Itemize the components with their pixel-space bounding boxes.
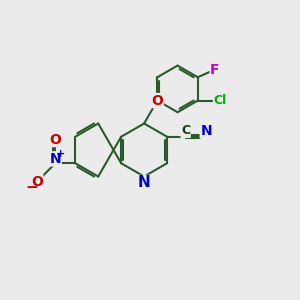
Text: Cl: Cl <box>214 94 227 107</box>
Text: −: − <box>26 180 38 195</box>
Text: O: O <box>31 175 43 189</box>
Text: N: N <box>138 176 151 190</box>
Text: N: N <box>50 152 61 166</box>
Text: O: O <box>50 133 61 146</box>
Text: C: C <box>181 124 190 137</box>
Text: F: F <box>210 64 220 77</box>
Text: O: O <box>152 94 163 108</box>
Text: +: + <box>56 149 65 159</box>
Text: N: N <box>200 124 212 138</box>
